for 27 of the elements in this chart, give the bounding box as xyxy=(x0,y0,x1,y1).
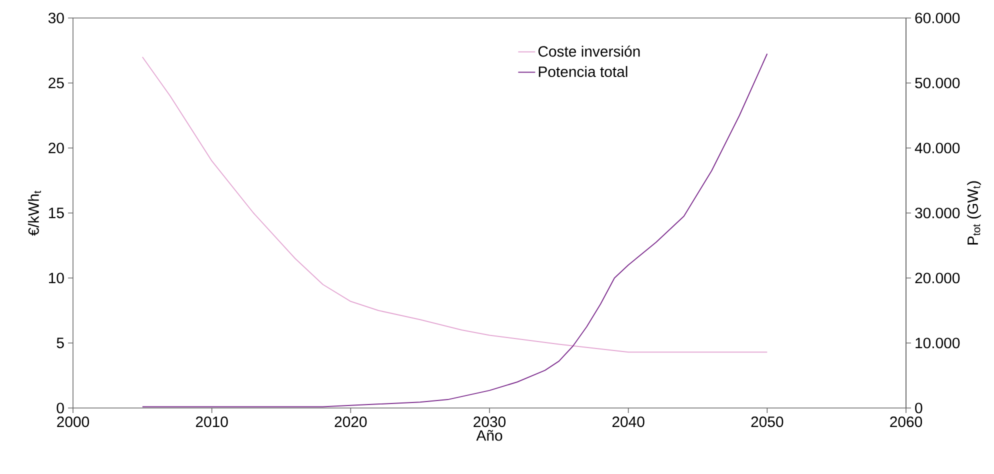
x-tick-label: 2030 xyxy=(474,416,506,428)
y-tick-label: 15 xyxy=(49,208,64,218)
y2-axis-title: P$_{tot}$ (GW$_{t}$) xyxy=(967,181,982,244)
x-tick-label: 2060 xyxy=(890,416,922,428)
y-tick-label: 5 xyxy=(56,338,64,348)
line-series xyxy=(142,56,768,353)
y-tick-label: 20 xyxy=(48,142,64,154)
y-tick-label: 30 xyxy=(48,12,64,24)
x-tick-label: 2020 xyxy=(334,416,367,428)
legend-label: Coste inversión xyxy=(538,46,640,57)
y-tick-label: 25 xyxy=(48,78,64,88)
x-axis-title: Año xyxy=(476,430,502,441)
x-tick-label: 2000 xyxy=(57,416,90,428)
y2-tick-label: 60.000 xyxy=(915,12,960,24)
x-tick-label: 2050 xyxy=(751,416,784,428)
y2-tick-label: 20.000 xyxy=(915,272,960,284)
y-tick-label: 0 xyxy=(56,402,64,414)
legend-label: Potencia total xyxy=(538,66,628,78)
y-tick-label: 10 xyxy=(49,272,64,284)
y-axis-title: €/kWh$_{t}$ xyxy=(28,190,42,236)
y2-tick-label: 40.000 xyxy=(914,142,960,154)
y2-tick-label: 30.000 xyxy=(915,208,960,218)
x-tick-label: 2010 xyxy=(196,416,228,428)
x-tick-label: 2040 xyxy=(612,416,644,428)
y2-tick-label: 50.000 xyxy=(915,78,960,88)
y2-tick-label: 0 xyxy=(915,402,922,414)
y2-tick-label: 10.000 xyxy=(916,338,960,348)
